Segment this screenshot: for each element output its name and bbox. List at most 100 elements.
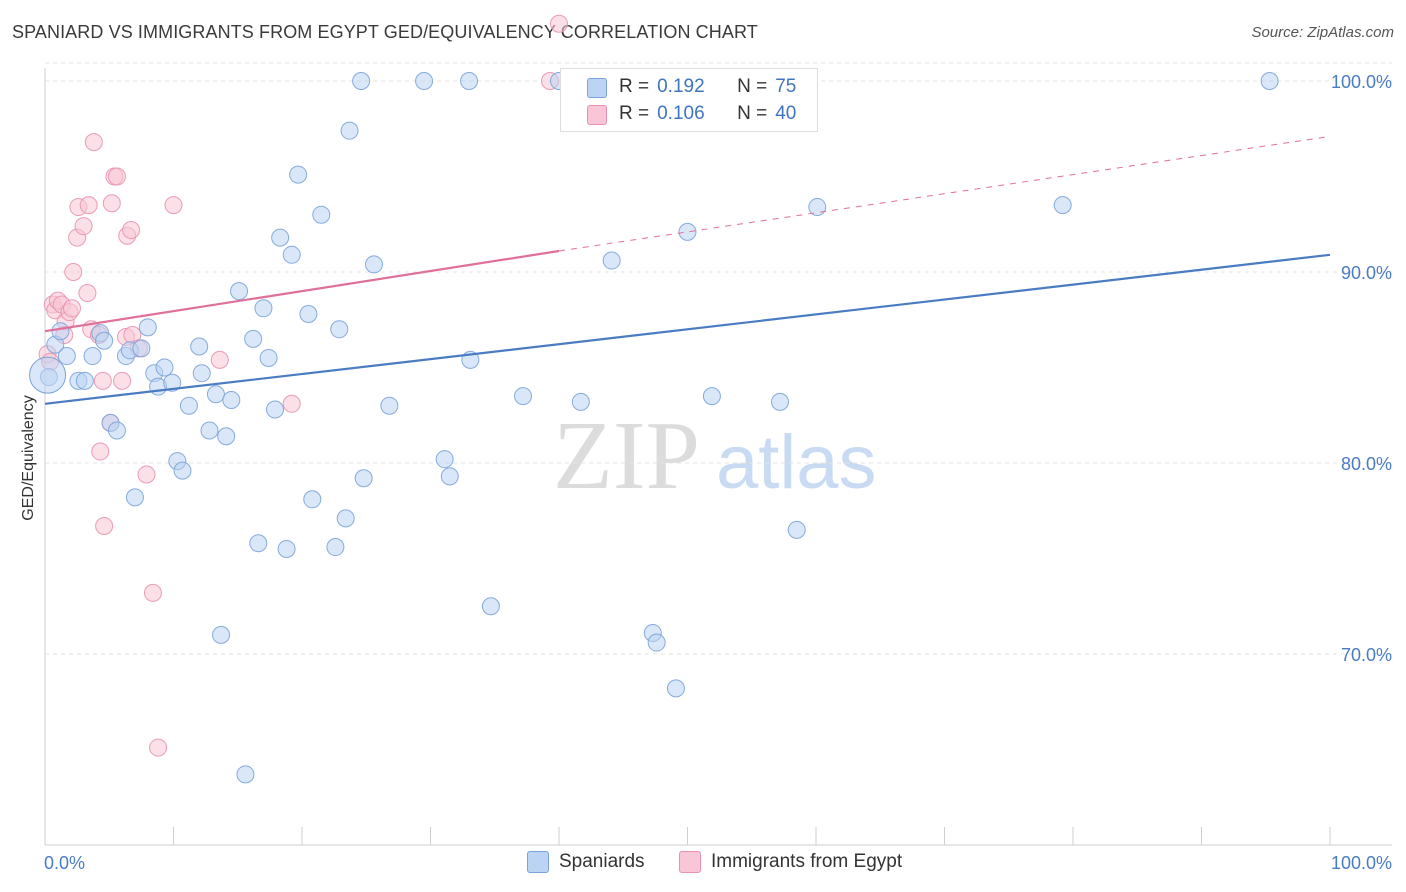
series-egypt-points xyxy=(38,14,568,757)
legend-n-label: N = xyxy=(737,103,768,124)
data-point xyxy=(415,72,434,90)
data-point xyxy=(440,467,459,486)
data-point xyxy=(107,421,126,440)
trend-lines xyxy=(44,135,1331,405)
data-point xyxy=(107,167,126,186)
data-point xyxy=(95,517,114,536)
trend-line-spaniards xyxy=(44,253,1331,405)
y-tick-label: 100.0% xyxy=(1331,72,1392,92)
data-point xyxy=(212,625,231,644)
y-tick-labels: 70.0% 80.0% 90.0% 100.0% xyxy=(1331,72,1392,665)
data-point xyxy=(326,538,345,557)
legend-row-egypt: R = 0.106 N = 40 xyxy=(587,101,796,127)
data-point xyxy=(666,679,685,698)
data-point xyxy=(352,72,371,90)
data-point xyxy=(74,217,93,236)
data-point xyxy=(787,520,806,539)
axes xyxy=(44,68,1392,846)
data-point xyxy=(57,347,76,366)
legend-r-value: 0.106 xyxy=(657,103,705,124)
data-point xyxy=(78,284,97,303)
series-legend: Spaniards Immigrants from Egypt xyxy=(0,851,1406,877)
data-point xyxy=(380,396,399,415)
data-point xyxy=(125,488,144,507)
data-point xyxy=(602,251,621,270)
data-point xyxy=(206,385,225,404)
data-point xyxy=(137,465,156,484)
data-point xyxy=(1260,72,1279,90)
data-point xyxy=(312,205,331,224)
data-point xyxy=(1053,196,1072,215)
legend-r-value: 0.192 xyxy=(657,76,705,97)
data-point xyxy=(95,331,114,350)
data-point xyxy=(647,633,666,652)
data-point xyxy=(164,196,183,215)
spaniards-legend-icon xyxy=(527,851,549,873)
data-point xyxy=(75,371,94,390)
trend-line-egypt xyxy=(44,249,560,333)
trend-line-egypt-extension xyxy=(558,135,1331,252)
data-point xyxy=(271,228,290,247)
source-label: Source: ZipAtlas.com xyxy=(1251,24,1394,41)
data-point xyxy=(192,364,211,383)
data-point xyxy=(236,765,255,784)
data-point xyxy=(289,165,308,184)
data-point xyxy=(678,222,697,241)
data-point-cluster xyxy=(29,356,67,394)
legend-item-spaniards[interactable]: Spaniards xyxy=(527,851,645,873)
data-point xyxy=(132,339,151,358)
data-point xyxy=(277,539,296,558)
x-tick-label-min: 0.0% xyxy=(44,853,85,873)
data-point xyxy=(173,461,192,480)
x-tick-label-max: 100.0% xyxy=(1331,853,1392,873)
legend-r-label: R = xyxy=(619,103,650,124)
data-point xyxy=(330,320,349,339)
data-point xyxy=(702,387,721,406)
legend-r-label: R = xyxy=(619,76,650,97)
data-point xyxy=(340,121,359,140)
data-point xyxy=(282,394,301,413)
data-point xyxy=(83,347,102,366)
x-tick-labels: 0.0% 100.0% xyxy=(44,853,1392,873)
data-point xyxy=(336,509,355,528)
data-point xyxy=(122,220,141,239)
data-point xyxy=(179,396,198,415)
watermark-atlas: atlas xyxy=(716,420,877,505)
data-point xyxy=(230,282,249,301)
data-point xyxy=(93,371,112,390)
data-point xyxy=(460,72,479,90)
data-point xyxy=(259,348,278,367)
data-point xyxy=(435,450,454,469)
stats-legend: R = 0.192 N = 75 R = 0.106 N = 40 xyxy=(560,68,818,132)
legend-item-egypt[interactable]: Immigrants from Egypt xyxy=(679,851,902,873)
data-point xyxy=(149,738,168,757)
data-point xyxy=(282,245,301,264)
data-point xyxy=(771,392,790,411)
legend-row-spaniards: R = 0.192 N = 75 xyxy=(587,74,797,100)
spaniards-swatch-icon xyxy=(587,78,607,98)
data-point xyxy=(200,421,219,440)
data-point xyxy=(84,133,103,152)
data-point xyxy=(155,358,174,377)
y-tick-label: 80.0% xyxy=(1341,454,1392,474)
data-point xyxy=(102,194,121,213)
data-point xyxy=(163,373,182,392)
egypt-legend-icon xyxy=(679,851,701,873)
data-point xyxy=(254,299,273,318)
data-point xyxy=(210,350,229,369)
data-point xyxy=(303,490,322,509)
chart-title: SPANIARD VS IMMIGRANTS FROM EGYPT GED/EQ… xyxy=(12,22,758,42)
data-point xyxy=(79,196,98,215)
data-point xyxy=(113,371,132,390)
egypt-swatch-icon xyxy=(587,105,607,125)
data-point xyxy=(354,469,373,488)
data-point xyxy=(62,299,81,318)
y-axis-label: GED/Equivalency xyxy=(20,395,37,520)
data-point xyxy=(244,329,263,348)
data-point xyxy=(190,337,209,356)
data-point xyxy=(571,392,590,411)
data-point xyxy=(222,390,241,409)
data-point xyxy=(51,322,70,341)
legend-n-value: 75 xyxy=(775,76,797,97)
